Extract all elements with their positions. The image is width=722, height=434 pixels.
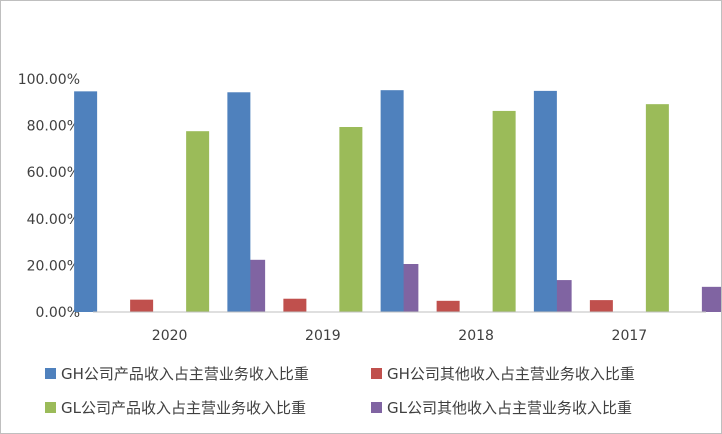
y-tick-label: 80.00% xyxy=(27,119,80,135)
x-axis: 2020 2019 2018 2017 xyxy=(152,328,647,344)
legend-swatch xyxy=(371,402,382,413)
bar xyxy=(283,298,307,312)
legend-label: GH公司产品收入占主营业务收入比重 xyxy=(61,365,309,383)
bar xyxy=(436,300,460,312)
y-tick-label: 100.00% xyxy=(18,72,80,88)
bar xyxy=(339,126,363,312)
legend-label: GH公司其他收入占主营业务收入比重 xyxy=(387,365,635,383)
y-tick-label: 20.00% xyxy=(27,258,80,274)
y-tick-label: 0.00% xyxy=(36,305,80,321)
legend-swatch xyxy=(45,402,56,413)
bar xyxy=(492,110,516,313)
legend-swatch xyxy=(45,368,56,379)
bar xyxy=(645,104,669,312)
bars xyxy=(74,90,721,313)
bar xyxy=(533,90,557,313)
bar xyxy=(74,91,98,312)
bar xyxy=(227,92,251,312)
legend-item-gh-other: GH公司其他收入占主营业务收入比重 xyxy=(371,363,635,384)
y-tick-label: 40.00% xyxy=(27,212,80,228)
legend-item-gl-product: GL公司产品收入占主营业务收入比重 xyxy=(45,397,306,418)
legend-label: GL公司产品收入占主营业务收入比重 xyxy=(61,399,306,417)
legend-item-gl-other: GL公司其他收入占主营业务收入比重 xyxy=(371,397,632,418)
x-tick-label: 2018 xyxy=(458,328,494,344)
bar xyxy=(589,300,613,312)
bar xyxy=(130,299,154,312)
y-tick-label: 60.00% xyxy=(27,165,80,181)
legend-swatch xyxy=(371,368,382,379)
bar xyxy=(701,286,721,312)
x-tick-label: 2019 xyxy=(305,328,341,344)
y-axis: 0.00% 20.00% 40.00% 60.00% 80.00% 100.00% xyxy=(18,72,80,321)
legend-item-gh-product: GH公司产品收入占主营业务收入比重 xyxy=(45,363,309,384)
bar xyxy=(186,131,210,312)
bar xyxy=(380,90,404,313)
x-tick-label: 2020 xyxy=(152,328,188,344)
x-tick-label: 2017 xyxy=(612,328,648,344)
legend-label: GL公司其他收入占主营业务收入比重 xyxy=(387,399,632,417)
